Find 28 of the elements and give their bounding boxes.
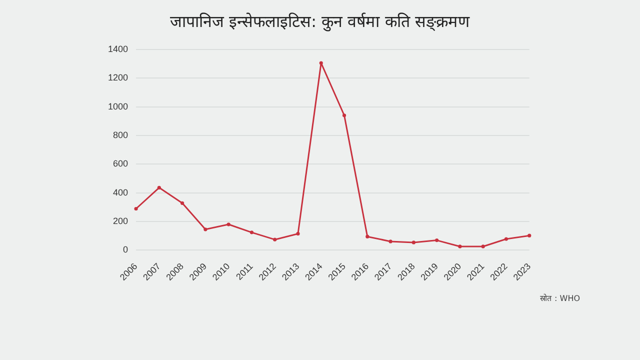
y-tick-label: 800 [112,130,128,140]
chart-title: जापानिज इन्सेफलाइटिस: कुन वर्षमा कति सङ्क्रमण [169,11,471,32]
point [134,206,138,211]
point [226,222,230,226]
point [412,240,416,244]
point [273,238,277,242]
point [504,237,508,241]
point [366,234,370,238]
y-tick-label: 400 [112,187,128,198]
y-tick-label: 200 [112,216,128,226]
point [204,228,208,232]
point [180,201,184,205]
point [528,234,532,238]
point [157,186,161,190]
y-tick-label: 600 [112,158,128,169]
y-tick-label: 1200 [108,72,128,83]
point [250,230,254,234]
y-tick-label: 1400 [108,44,128,54]
y-tick-label: 0 [123,244,128,255]
point [458,244,462,248]
point [296,232,300,236]
point [319,61,323,65]
point [388,240,392,244]
text: स्रोत : WHO [540,292,580,303]
y-tick-label: 1000 [108,101,128,112]
point [435,238,439,242]
point [342,114,346,118]
point [481,244,485,248]
